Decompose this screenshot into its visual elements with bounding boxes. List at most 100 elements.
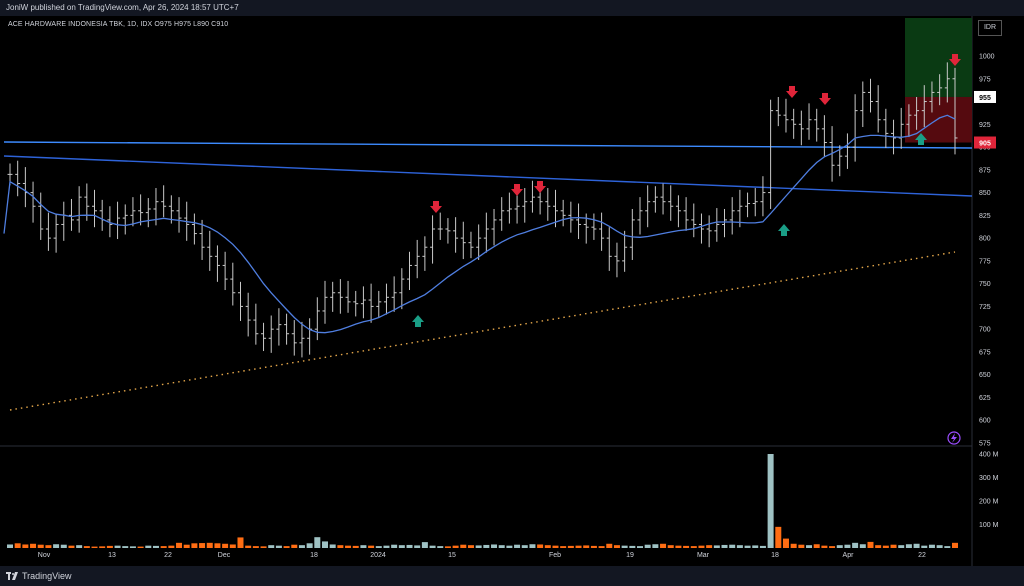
price-bar [291, 320, 297, 356]
price-chart[interactable]: 1000975925900875850825800775750725700675… [0, 16, 1024, 566]
volume-bar [345, 545, 352, 548]
volume-bar [890, 544, 897, 548]
volume-bar [421, 542, 428, 548]
price-bar [768, 99, 774, 209]
publish-info: JoniW published on TradingView.com, Apr … [0, 0, 1024, 16]
volume-bar [14, 543, 21, 548]
volume-bar [199, 543, 206, 548]
volume-bar [114, 545, 121, 548]
price-bars [7, 62, 958, 358]
volume-bar [567, 545, 574, 548]
volume-bar [460, 544, 467, 548]
x-tick-label: Dec [218, 552, 231, 559]
price-bar [722, 208, 728, 238]
x-tick-label: Feb [549, 552, 561, 559]
volume-bar [498, 545, 505, 548]
volume-bar [713, 545, 720, 548]
price-bar [460, 221, 466, 260]
volume-bar [83, 546, 90, 548]
price-bar [207, 230, 213, 271]
y-tick-label: 650 [979, 372, 991, 379]
close-key: C [211, 21, 217, 28]
price-bar [168, 195, 174, 224]
price-bar [115, 201, 121, 240]
y-tick-label: 600 [979, 418, 991, 425]
price-bar [245, 292, 251, 337]
y-tick-label: 725 [979, 304, 991, 311]
volume-bar [99, 546, 106, 548]
volume-bar [798, 544, 805, 548]
volume-bar [352, 545, 359, 548]
volume-bar [37, 544, 44, 548]
volume-bar [491, 544, 498, 548]
x-tick-label: 19 [626, 552, 634, 559]
price-bar [898, 107, 904, 149]
buy-arrow-icon [412, 315, 424, 327]
price-bar [929, 81, 935, 113]
footer: TradingView [0, 566, 1024, 586]
volume-bar [913, 543, 920, 548]
y-tick-label: 750 [979, 281, 991, 288]
y-tick-label: 825 [979, 213, 991, 220]
price-bar [345, 280, 351, 313]
price-bar [53, 213, 59, 253]
volume-bar [60, 544, 67, 548]
price-bar [529, 180, 535, 213]
volume-bar [314, 537, 321, 548]
price-bar [660, 183, 666, 215]
sell-arrow-icon [534, 181, 546, 193]
price-bar [683, 197, 689, 231]
price-badges: 955 905 [974, 90, 996, 149]
volume-bars [7, 454, 958, 548]
volume-bar [729, 544, 736, 548]
low-key: L [193, 21, 198, 28]
volume-tick-label: 100 M [979, 522, 999, 529]
volume-bar [298, 545, 305, 548]
x-tick-label: 22 [918, 552, 926, 559]
price-bar [468, 231, 474, 259]
price-bar [814, 108, 820, 142]
volume-bar [229, 544, 236, 548]
volume-bar [552, 545, 559, 548]
volume-bar [406, 544, 413, 548]
currency-button[interactable]: IDR [978, 20, 1002, 36]
volume-bar [644, 544, 651, 548]
price-bar [706, 215, 712, 248]
volume-bar [322, 541, 328, 548]
sell-arrow-icon [949, 54, 961, 66]
price-bar [698, 213, 704, 244]
volume-bar [306, 543, 313, 548]
signal-arrows [412, 54, 961, 327]
price-bar [61, 201, 67, 241]
price-bar [506, 192, 512, 224]
volume-bar [529, 544, 536, 548]
volume-bar [337, 545, 344, 548]
volume-bar [759, 545, 766, 548]
volume-bar [844, 544, 851, 548]
price-bar [30, 181, 36, 223]
price-bar [276, 308, 282, 346]
price-bar [652, 186, 658, 213]
volume-bar [952, 542, 958, 548]
volume-bar [775, 526, 782, 548]
volume-tick-label: 400 M [979, 452, 999, 459]
price-bar [145, 198, 151, 228]
volume-bar [91, 546, 98, 548]
price-bar [944, 62, 950, 103]
price-bar [445, 218, 451, 244]
price-bar [860, 81, 866, 128]
y-tick-label: 1000 [979, 54, 995, 61]
price-bar [775, 96, 781, 127]
price-bar [99, 199, 105, 231]
y-tick-label: 700 [979, 327, 991, 334]
volume-bar [137, 546, 144, 548]
volume-bar [660, 543, 667, 548]
volume-bar [690, 546, 697, 548]
price-bar [552, 189, 558, 228]
open-value: 975 [159, 21, 172, 28]
volume-bar [782, 538, 789, 548]
volume-bar [429, 545, 436, 548]
volume-bar [752, 545, 759, 548]
y-tick-label: 575 [979, 441, 991, 448]
price-bar [199, 219, 205, 260]
